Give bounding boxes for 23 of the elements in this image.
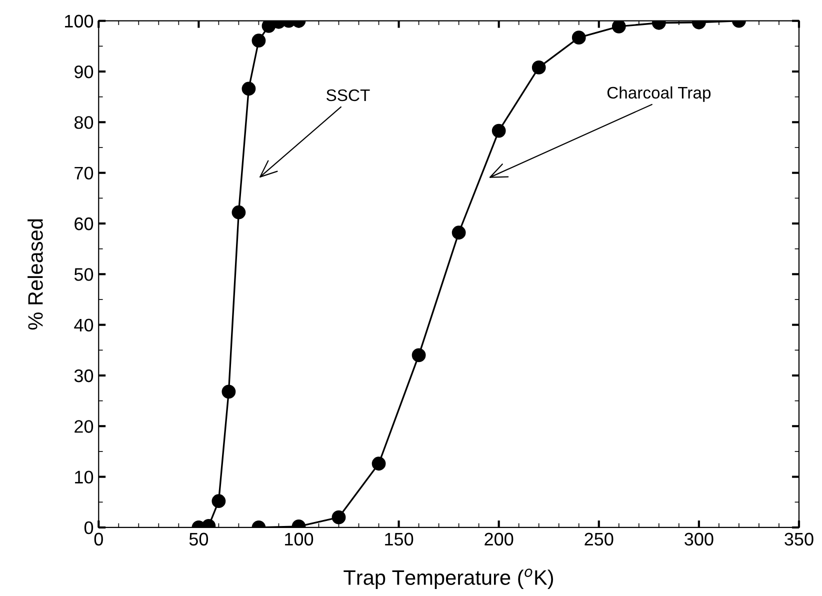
y-tick-label: 20 <box>74 420 94 433</box>
x-tick-label: 150 <box>385 532 414 546</box>
x-tick-label: 250 <box>584 532 614 546</box>
x-tick-label: 350 <box>784 532 814 546</box>
x-tick-label: 50 <box>189 532 208 546</box>
y-tick-label: 90 <box>74 65 94 78</box>
y-tick-label: 70 <box>74 166 94 180</box>
x-tick-label: 100 <box>285 532 314 546</box>
y-tick-label: 10 <box>75 470 94 484</box>
y-tick-label: 100 <box>65 14 94 28</box>
x-tick-label: 0 <box>94 532 103 546</box>
y-tick-label: 30 <box>74 369 94 382</box>
y-axis-title: % Released <box>28 219 43 330</box>
y-tick-label: 60 <box>74 217 94 230</box>
y-tick-label: 80 <box>74 116 94 129</box>
x-tick-label: 300 <box>684 532 714 546</box>
y-tick-label: 40 <box>74 318 94 332</box>
y-tick-label: 50 <box>74 268 94 281</box>
annotation: Charcoal Trap <box>607 86 711 102</box>
x-axis-title: Trap Temperature ($^{o}$K) <box>344 568 554 590</box>
x-tick-label: 200 <box>484 532 514 546</box>
y-tick-label: 0 <box>84 521 94 534</box>
annotation: SSCT <box>326 89 370 102</box>
